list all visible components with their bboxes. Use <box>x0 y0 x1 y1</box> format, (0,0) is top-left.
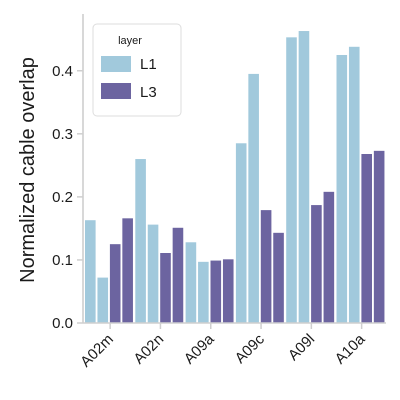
bar-a02n-l3-1 <box>160 253 171 323</box>
bar-a09l-l3-1 <box>311 205 322 323</box>
y-axis-title: Normalized cable overlap <box>17 57 39 283</box>
bar-a09a-l1-2 <box>198 261 209 323</box>
legend-label-l3: L3 <box>140 84 157 101</box>
bar-a09c-l3-1 <box>260 210 272 323</box>
bar-a09a-l3-1 <box>210 260 222 323</box>
legend-label-l1: L1 <box>140 56 157 73</box>
x-tick-label: A10a <box>332 330 369 367</box>
x-ticks-group: A02m A02n A09a A09c A09l A10a <box>77 323 369 371</box>
y-tick-label: 0.0 <box>52 315 73 332</box>
x-tick-label: A09l <box>285 331 318 364</box>
x-tick-label: A09a <box>181 330 218 367</box>
legend-swatch-l1 <box>101 56 131 72</box>
bar-a09l-l1-1 <box>286 37 297 323</box>
x-tick-label: A02m <box>77 331 117 371</box>
bar-a10a-l3-1 <box>361 154 372 323</box>
legend-swatch-l3 <box>101 83 131 99</box>
y-tick-label: 0.1 <box>52 252 73 269</box>
legend-title: layer <box>118 35 142 47</box>
bar-a09a-l1-1 <box>185 242 197 323</box>
bar-a09c-l1-2 <box>248 73 259 323</box>
bar-a02m-l1-1 <box>85 220 96 323</box>
x-tick-label: A02n <box>130 331 167 368</box>
bar-a02m-l1-2 <box>97 277 109 323</box>
bar-a10a-l1-1 <box>336 54 348 324</box>
bar-a02m-l3-2 <box>122 218 133 323</box>
bar-a02m-l3-1 <box>109 244 121 323</box>
bar-a09l-l3-2 <box>323 191 335 323</box>
x-tick-label: A09c <box>232 330 269 367</box>
bar-a02n-l3-2 <box>172 227 184 323</box>
bars-group <box>85 31 385 324</box>
bar-a09c-l1-1 <box>235 143 247 323</box>
bar-a09l-l1-2 <box>298 31 310 324</box>
y-tick-label: 0.2 <box>52 189 73 206</box>
bar-a09a-l3-2 <box>222 259 234 323</box>
y-ticks-group: 0.0 0.1 0.2 0.3 0.4 <box>52 63 83 332</box>
bar-a10a-l3-2 <box>373 150 385 323</box>
bar-a02n-l1-1 <box>135 159 146 323</box>
legend: layer L1 L3 <box>92 23 182 117</box>
bar-a02n-l1-2 <box>147 224 159 323</box>
bar-a10a-l1-2 <box>348 46 360 323</box>
y-tick-label: 0.4 <box>52 63 73 80</box>
bar-a09c-l3-2 <box>273 232 284 323</box>
y-tick-label: 0.3 <box>52 126 73 143</box>
